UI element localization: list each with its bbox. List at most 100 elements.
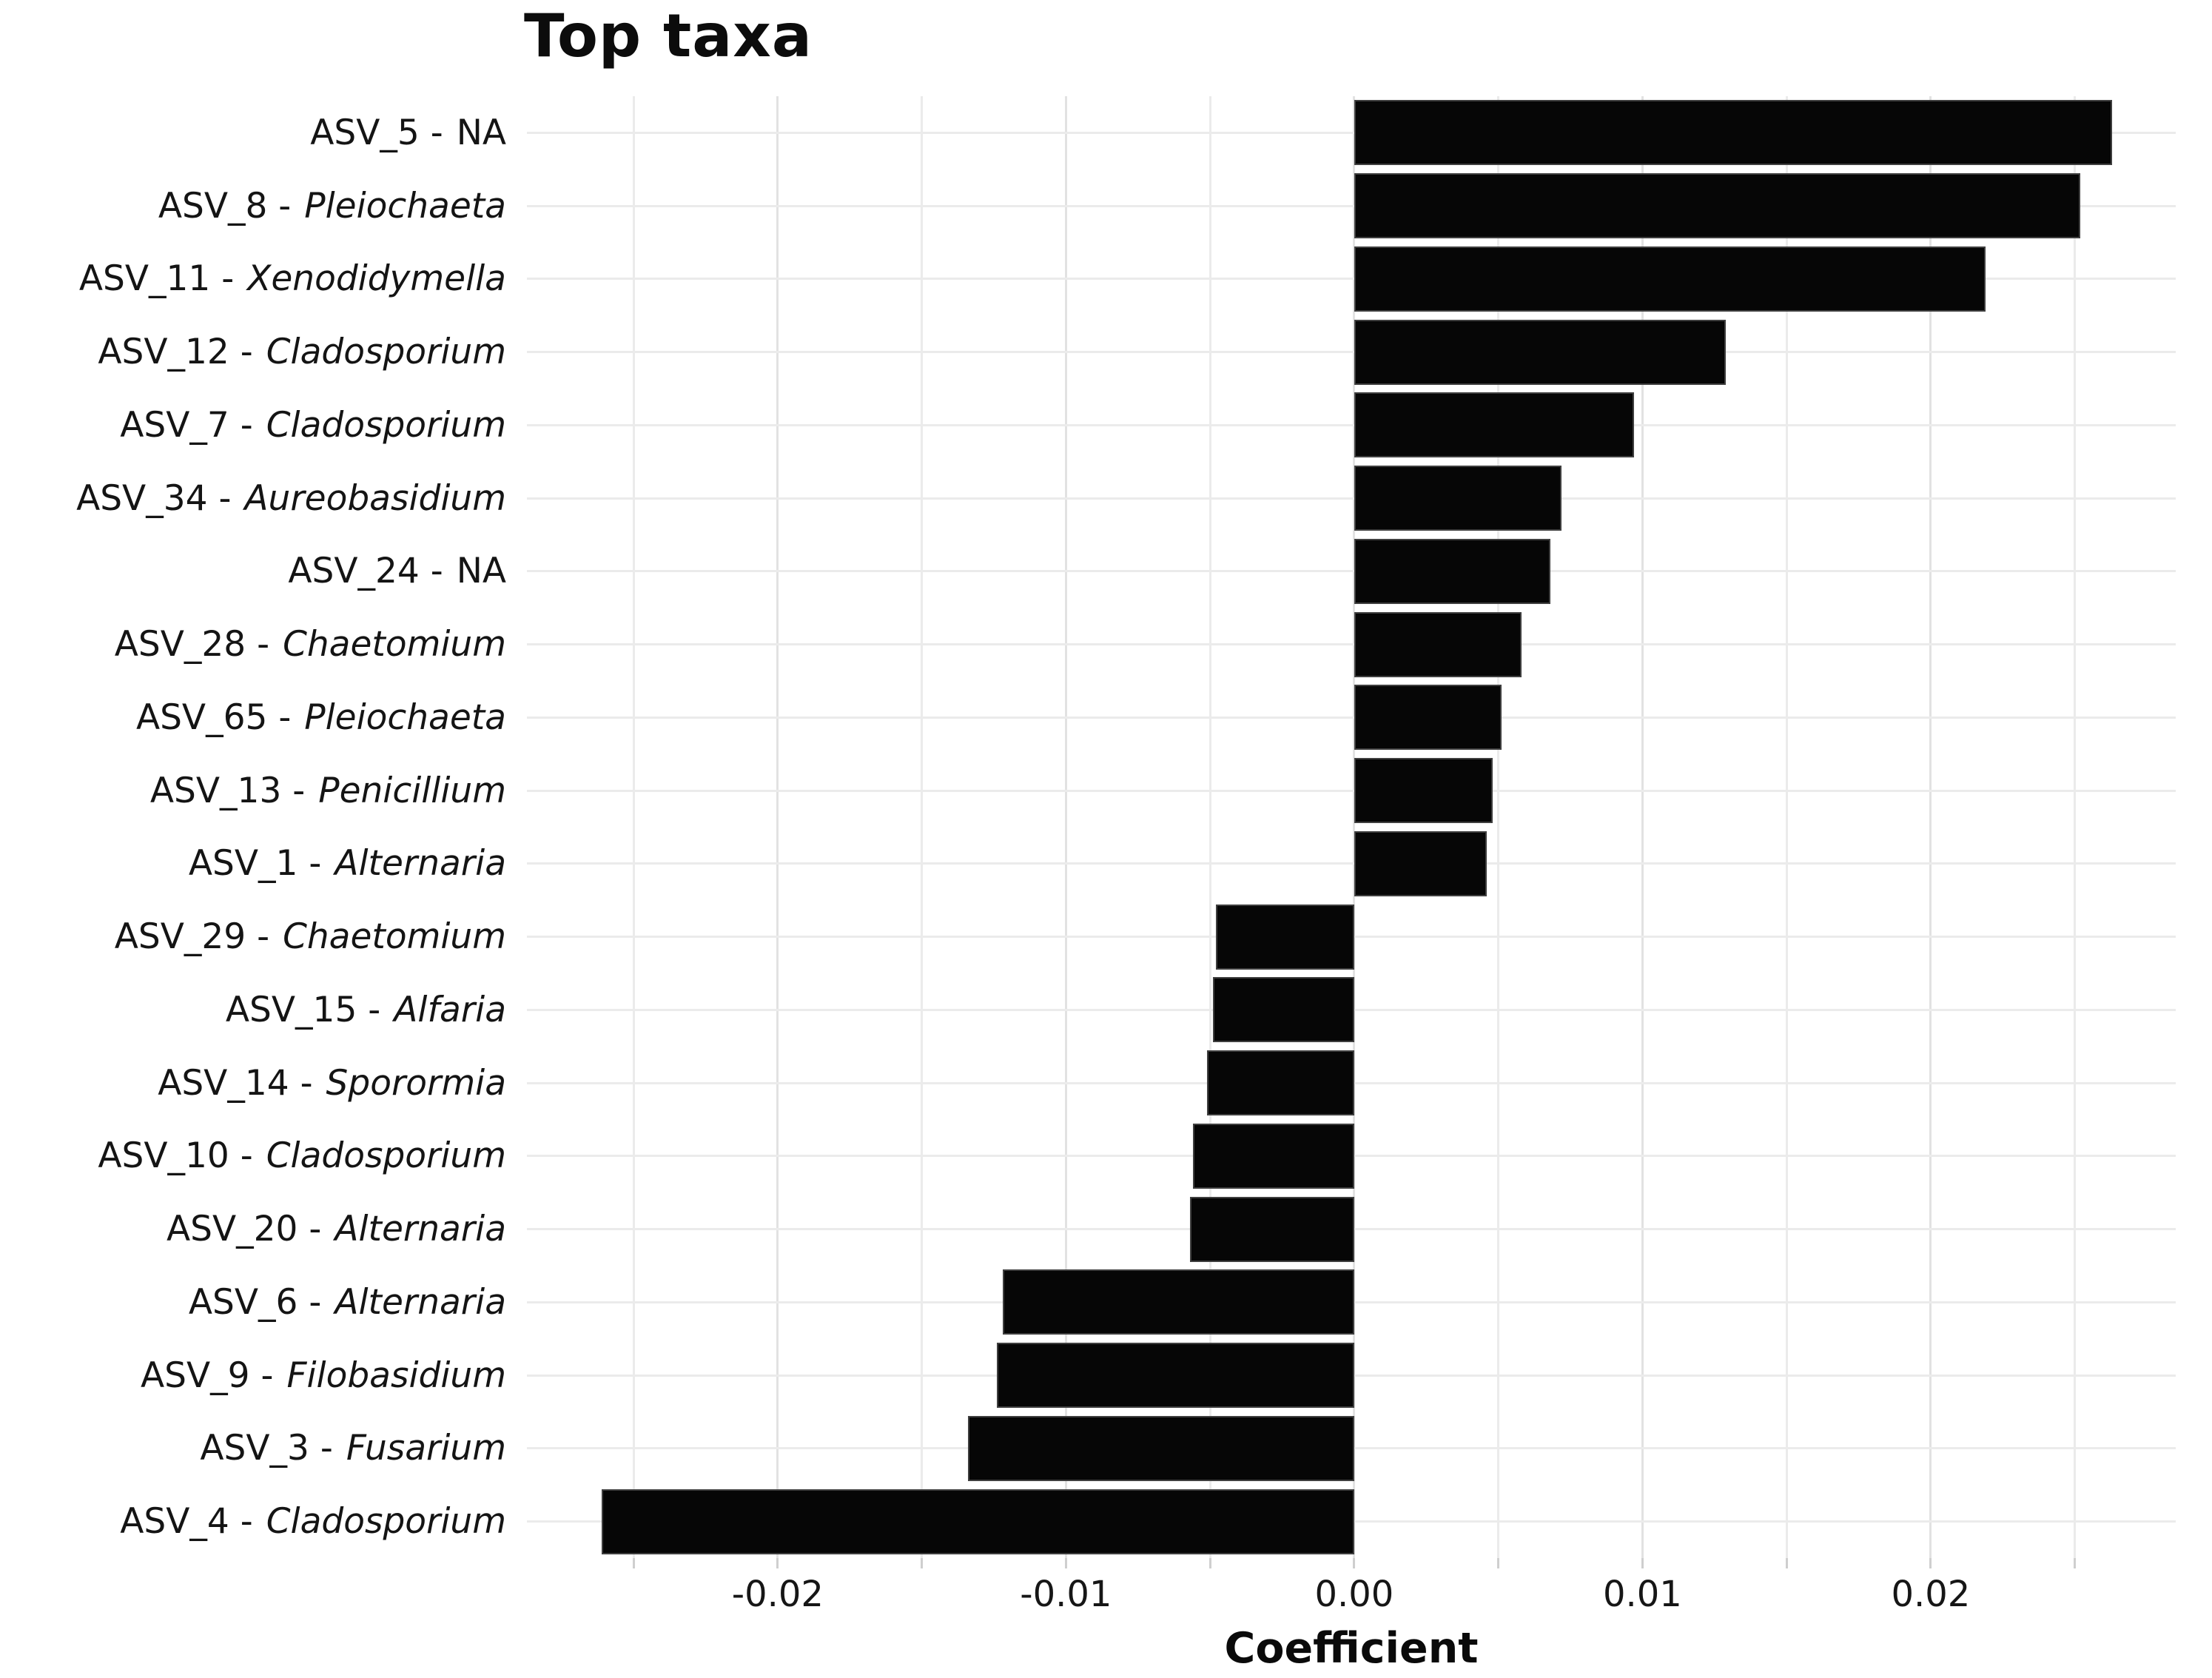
asv-id: ASV_34 - bbox=[76, 477, 232, 519]
bar bbox=[1192, 1123, 1354, 1189]
asv-id: ASV_5 - bbox=[310, 112, 443, 153]
genus-name: Chaetomium bbox=[283, 916, 506, 958]
bar bbox=[1354, 246, 1986, 312]
y-axis-label: ASV_5 - NA bbox=[0, 107, 506, 158]
x-tick-mark bbox=[921, 1558, 924, 1568]
asv-id: ASV_1 - bbox=[188, 843, 322, 885]
asv-id: ASV_24 - bbox=[288, 551, 443, 592]
bar bbox=[1215, 904, 1354, 970]
row-gridline bbox=[527, 497, 2176, 500]
bar bbox=[1354, 100, 2113, 166]
genus-name: Chaetomium bbox=[283, 624, 506, 665]
asv-id: ASV_7 - bbox=[120, 404, 253, 446]
bar bbox=[996, 1343, 1354, 1409]
y-axis-label: ASV_1 - Alternaria bbox=[0, 838, 506, 890]
asv-id: ASV_6 - bbox=[188, 1281, 322, 1323]
genus-name: Penicillium bbox=[318, 770, 506, 811]
x-tick-mark bbox=[776, 1558, 779, 1568]
minor-gridline bbox=[1785, 96, 1788, 1558]
row-gridline bbox=[527, 570, 2176, 573]
genus-name: Cladosporium bbox=[266, 1501, 506, 1543]
row-gridline bbox=[527, 204, 2176, 207]
row-gridline bbox=[527, 716, 2176, 719]
y-axis-label: ASV_20 - Alternaria bbox=[0, 1204, 506, 1255]
y-axis-label: ASV_28 - Chaetomium bbox=[0, 619, 506, 671]
row-gridline bbox=[527, 862, 2176, 865]
row-gridline bbox=[527, 131, 2176, 134]
bar bbox=[1354, 611, 1522, 677]
asv-id: ASV_8 - bbox=[158, 185, 292, 226]
x-tick-mark bbox=[1785, 1558, 1788, 1568]
x-tick-label: 0.01 bbox=[1602, 1574, 1682, 1615]
x-tick-mark bbox=[1064, 1558, 1067, 1568]
y-axis-label: ASV_13 - Penicillium bbox=[0, 765, 506, 816]
row-gridline bbox=[527, 423, 2176, 426]
genus-name: Alternaria bbox=[335, 1281, 506, 1323]
minor-gridline bbox=[921, 96, 924, 1558]
minor-gridline bbox=[2074, 96, 2077, 1558]
row-gridline bbox=[527, 351, 2176, 354]
row-gridline bbox=[527, 643, 2176, 646]
y-axis-label: ASV_10 - Cladosporium bbox=[0, 1130, 506, 1182]
major-gridline bbox=[1641, 96, 1644, 1558]
x-tick-label: 0.00 bbox=[1314, 1574, 1394, 1615]
x-tick-mark bbox=[1641, 1558, 1644, 1568]
asv-id: ASV_28 - bbox=[114, 624, 270, 665]
asv-id: ASV_29 - bbox=[114, 916, 270, 958]
major-gridline bbox=[1353, 96, 1356, 1558]
genus-name: Xenodidymella bbox=[247, 258, 506, 300]
y-axis-label: ASV_4 - Cladosporium bbox=[0, 1496, 506, 1548]
asv-id: ASV_3 - bbox=[200, 1428, 333, 1469]
asv-id: ASV_20 - bbox=[167, 1209, 322, 1250]
bar bbox=[1213, 977, 1354, 1043]
genus-name: Alternaria bbox=[335, 843, 506, 885]
bar bbox=[602, 1489, 1354, 1554]
asv-id: ASV_4 - bbox=[120, 1501, 253, 1543]
genus-name: Aureobasidium bbox=[244, 477, 506, 519]
bar bbox=[1207, 1050, 1354, 1116]
asv-id: ASV_10 - bbox=[98, 1135, 253, 1177]
genus-name: Pleiochaeta bbox=[304, 185, 506, 226]
major-gridline bbox=[776, 96, 779, 1558]
y-axis-label: ASV_6 - Alternaria bbox=[0, 1276, 506, 1328]
bar bbox=[1354, 319, 1727, 385]
plot-panel bbox=[527, 96, 2176, 1558]
genus-name: Pleiochaeta bbox=[304, 697, 506, 738]
genus-name: Cladosporium bbox=[266, 332, 506, 373]
bar bbox=[1354, 392, 1634, 458]
minor-gridline bbox=[1497, 96, 1500, 1558]
y-axis-label: ASV_15 - Alfaria bbox=[0, 984, 506, 1036]
y-axis-label: ASV_24 - NA bbox=[0, 546, 506, 597]
asv-id: ASV_15 - bbox=[225, 989, 381, 1030]
bar bbox=[1354, 173, 2081, 239]
x-tick-label: 0.02 bbox=[1891, 1574, 1971, 1615]
genus-name: Alternaria bbox=[335, 1209, 506, 1250]
minor-gridline bbox=[1208, 96, 1211, 1558]
genus-name: Cladosporium bbox=[266, 404, 506, 446]
major-gridline bbox=[1929, 96, 1932, 1558]
y-axis-label: ASV_3 - Fusarium bbox=[0, 1423, 506, 1474]
x-tick-label: -0.02 bbox=[731, 1574, 824, 1615]
bar bbox=[1354, 758, 1493, 824]
asv-id: ASV_13 - bbox=[149, 770, 306, 811]
row-gridline bbox=[527, 789, 2176, 792]
y-axis-label: ASV_7 - Cladosporium bbox=[0, 399, 506, 451]
bar bbox=[1354, 830, 1487, 896]
y-axis-label: ASV_8 - Pleiochaeta bbox=[0, 180, 506, 232]
asv-id: ASV_12 - bbox=[98, 332, 253, 373]
minor-gridline bbox=[632, 96, 635, 1558]
bar bbox=[1354, 466, 1562, 531]
x-tick-mark bbox=[1929, 1558, 1932, 1568]
x-tick-mark bbox=[2074, 1558, 2077, 1568]
x-tick-mark bbox=[632, 1558, 635, 1568]
x-tick-mark bbox=[1353, 1558, 1356, 1568]
bar bbox=[1189, 1196, 1354, 1262]
y-axis-label: ASV_12 - Cladosporium bbox=[0, 326, 506, 378]
genus-name: NA bbox=[456, 112, 506, 153]
x-tick-mark bbox=[1208, 1558, 1211, 1568]
x-axis-title: Coefficient bbox=[1224, 1624, 1479, 1673]
bar bbox=[1354, 538, 1550, 604]
x-tick-label: -0.01 bbox=[1020, 1574, 1112, 1615]
y-axis-label: ASV_65 - Pleiochaeta bbox=[0, 691, 506, 743]
